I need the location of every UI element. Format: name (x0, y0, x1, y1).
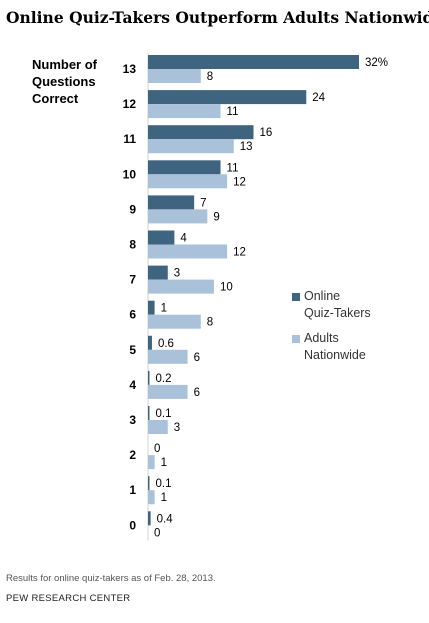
category-label: 3 (129, 413, 136, 427)
data-label: 13 (240, 141, 253, 153)
category-label: 8 (129, 238, 136, 252)
category-label: 0 (129, 518, 136, 532)
data-label: 0 (154, 527, 160, 539)
category-label: 2 (129, 448, 136, 462)
legend-label-line: Online (304, 289, 341, 303)
category-label: 10 (123, 167, 137, 181)
legend-label-line: Nationwide (304, 348, 366, 362)
data-label: 0.1 (156, 478, 172, 490)
bar-adults (148, 314, 201, 329)
bar-adults (148, 384, 188, 399)
bar-adults (148, 104, 221, 119)
bar-online (148, 370, 150, 385)
y-axis-label-line: Correct (32, 91, 79, 106)
bar-online (148, 230, 175, 245)
y-axis-label-line: Number of (32, 57, 97, 72)
bar-online (148, 195, 195, 210)
bar-adults (148, 420, 168, 434)
category-label: 4 (129, 378, 136, 392)
bar-online (148, 335, 152, 350)
bar-online (148, 265, 168, 280)
legend: Online Quiz-Takers Adults Nationwide (292, 288, 371, 372)
data-label: 3 (174, 268, 180, 280)
category-label: 5 (129, 343, 136, 357)
legend-label-line: Quiz-Takers (304, 306, 371, 320)
data-label: 6 (194, 387, 200, 399)
legend-item-adults: Adults Nationwide (292, 330, 371, 364)
bar-adults (148, 490, 155, 505)
category-label: 9 (129, 202, 136, 216)
category-label: 13 (123, 62, 137, 76)
category-label: 11 (123, 132, 136, 146)
legend-label-line: Adults (304, 331, 339, 345)
data-label: 8 (207, 317, 213, 329)
data-label: 0.6 (158, 338, 174, 350)
bar-adults (148, 455, 155, 470)
data-label: 11 (227, 162, 239, 174)
data-label: 9 (213, 211, 219, 223)
legend-item-online: Online Quiz-Takers (292, 288, 371, 322)
data-label: 1 (161, 303, 167, 315)
bar-online (148, 125, 254, 140)
bar-adults (148, 279, 214, 294)
data-label: 12 (233, 176, 246, 188)
legend-swatch-adults (292, 335, 300, 343)
bar-adults (148, 244, 228, 259)
data-label: 8 (207, 71, 213, 83)
bar-online (148, 300, 155, 315)
data-label: 16 (260, 127, 273, 139)
bar-online (148, 406, 150, 420)
data-label: 0 (154, 443, 160, 455)
bar-online (148, 55, 359, 69)
data-label: 1 (161, 457, 167, 469)
data-label: 3 (174, 422, 180, 434)
bar-online (148, 160, 221, 175)
bar-adults (148, 174, 228, 189)
data-label: 11 (227, 106, 239, 118)
y-axis-label-line: Questions (32, 74, 96, 89)
data-label: 0.1 (156, 408, 172, 420)
legend-swatch-online (292, 293, 300, 301)
category-label: 12 (123, 97, 137, 111)
y-axis-label: Number of Questions Correct (32, 56, 112, 107)
data-label: 32% (365, 57, 388, 69)
data-label: 6 (194, 352, 200, 364)
data-label: 1 (161, 492, 167, 504)
bar-adults (148, 139, 234, 154)
bar-adults (148, 209, 208, 224)
bar-online (148, 90, 307, 105)
data-label: 0.2 (156, 373, 172, 385)
bar-online (148, 476, 150, 491)
bar-adults (148, 349, 188, 364)
data-label: 12 (233, 247, 246, 259)
data-label: 10 (220, 282, 233, 294)
data-label: 24 (312, 92, 325, 104)
footnote: Results for online quiz-takers as of Feb… (6, 573, 216, 584)
bar-adults (148, 69, 201, 83)
data-label: 4 (180, 233, 187, 245)
category-label: 1 (129, 483, 136, 497)
chart-title: Online Quiz-Takers Outperform Adults Nat… (6, 8, 429, 27)
category-label: 6 (129, 308, 136, 322)
source-credit: PEW RESEARCH CENTER (6, 593, 131, 604)
data-label: 7 (200, 197, 206, 209)
category-label: 7 (129, 273, 136, 287)
data-label: 0.4 (157, 513, 174, 525)
bar-online (148, 511, 151, 526)
